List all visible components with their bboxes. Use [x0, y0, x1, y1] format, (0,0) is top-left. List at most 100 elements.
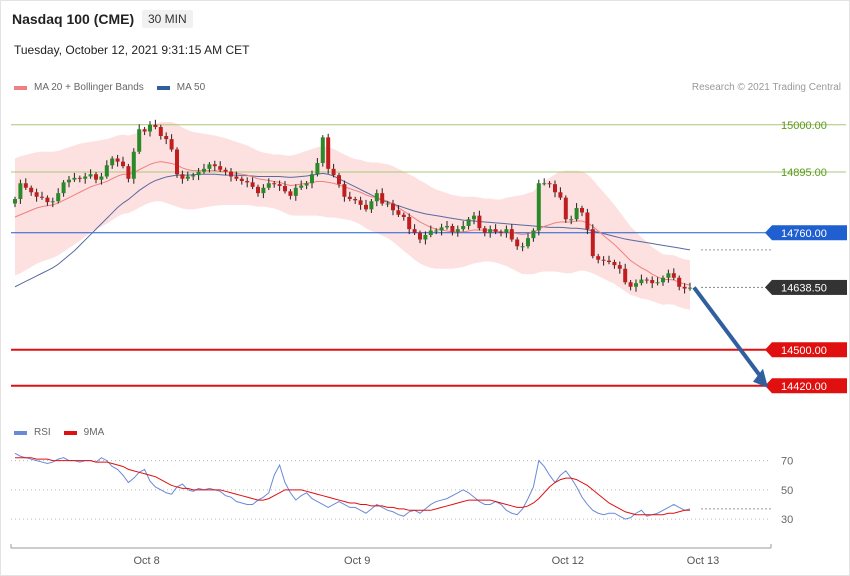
x-tick-label-3: Oct 13	[687, 555, 719, 567]
price-legend: MA 20 + Bollinger Bands MA 50	[14, 82, 205, 93]
candle-body	[639, 279, 644, 284]
candle-body	[72, 177, 77, 180]
candle-body	[207, 164, 212, 169]
candle-body	[23, 183, 28, 188]
candle-body	[450, 226, 455, 232]
x-tick-label-1: Oct 9	[344, 555, 370, 567]
candle-body	[666, 273, 671, 278]
candle-body	[61, 182, 66, 194]
candle-body	[104, 165, 109, 177]
candle-body	[261, 187, 266, 194]
rsi-level-label-2: 30	[781, 514, 793, 526]
candle-body	[277, 184, 282, 186]
timeframe-badge[interactable]: 30 MIN	[142, 10, 193, 28]
ma50-swatch	[156, 85, 170, 90]
candle-body	[99, 176, 104, 180]
candle-body	[617, 265, 622, 269]
candle-body	[245, 181, 250, 183]
candle-body	[126, 166, 131, 179]
candle-body	[504, 229, 509, 233]
ma50-legend-label: MA 50	[176, 82, 206, 93]
candle-body	[671, 273, 676, 278]
candle-body	[88, 174, 93, 177]
rsi9-legend-label: 9MA	[83, 427, 105, 438]
rsi9-line	[15, 457, 690, 516]
candle-body	[569, 219, 574, 221]
credit-text: Research © 2021 Trading Central	[691, 82, 841, 93]
candle-body	[196, 171, 201, 176]
level-label-2: 14760.00	[781, 228, 827, 240]
candle-body	[320, 137, 325, 163]
candle-body	[142, 129, 147, 132]
candle-body	[661, 277, 665, 283]
candle-body	[115, 158, 120, 162]
candle-body	[461, 226, 466, 230]
candle-body	[299, 185, 304, 188]
candle-body	[34, 192, 39, 197]
candle-body	[369, 201, 374, 210]
level-label-bg	[772, 378, 847, 394]
candle-body	[148, 124, 152, 132]
candle-body	[396, 210, 401, 215]
candle-body	[434, 230, 439, 232]
instrument-title: Nasdaq 100 (CME)	[12, 11, 135, 27]
candle-body	[445, 226, 449, 228]
level-label-3: 14638.50	[781, 282, 827, 294]
level-label-bg	[772, 225, 847, 241]
candle-body	[536, 183, 541, 231]
candle-body	[45, 197, 50, 203]
candle-body	[634, 283, 638, 287]
candle-body	[401, 214, 406, 217]
candle-body	[688, 287, 692, 289]
candle-body	[256, 186, 260, 194]
candle-body	[585, 212, 590, 230]
ma50-line	[14, 172, 691, 288]
candle-body	[407, 217, 412, 230]
candle-body	[526, 238, 530, 247]
rsi-legend-label: RSI	[34, 427, 51, 438]
candle-body	[218, 166, 223, 170]
candle-body	[439, 227, 444, 231]
ma20-legend-label: MA 20 + Bollinger Bands	[34, 82, 144, 93]
candle-body	[520, 246, 525, 248]
ma20-swatch	[14, 85, 27, 90]
candle-body	[283, 185, 287, 192]
candle-body	[574, 208, 579, 220]
candle-body	[164, 136, 169, 140]
rsi-level-label-0: 70	[781, 456, 793, 468]
candles	[13, 119, 692, 294]
candle-body	[509, 229, 514, 240]
rsi-level-label-1: 50	[781, 485, 793, 497]
candle-body	[374, 193, 379, 202]
candle-body	[428, 230, 433, 235]
candle-body	[121, 161, 125, 167]
candle-body	[391, 203, 395, 211]
level-label-bg	[772, 279, 847, 295]
rsi9-swatch	[63, 430, 77, 435]
candle-body	[131, 151, 136, 179]
candle-body	[364, 204, 368, 210]
level-label-bg	[772, 342, 847, 358]
candle-body	[531, 230, 536, 239]
candle-body	[515, 239, 520, 247]
candle-body	[499, 231, 503, 233]
candle-body	[466, 219, 471, 226]
level-label-4: 14500.00	[781, 345, 827, 357]
candle-body	[612, 262, 617, 266]
candle-body	[56, 193, 61, 202]
bollinger-band	[15, 122, 690, 310]
candle-body	[547, 183, 552, 185]
candle-body	[18, 183, 23, 199]
candle-body	[385, 203, 390, 205]
candle-body	[250, 182, 255, 187]
candle-body	[455, 229, 460, 232]
candle-body	[229, 171, 233, 177]
candle-body	[380, 193, 385, 204]
candle-body	[628, 282, 633, 287]
candle-body	[650, 280, 655, 284]
candle-body	[13, 199, 17, 204]
forecast-arrow-shaft	[692, 286, 762, 377]
candle-body	[418, 232, 422, 240]
